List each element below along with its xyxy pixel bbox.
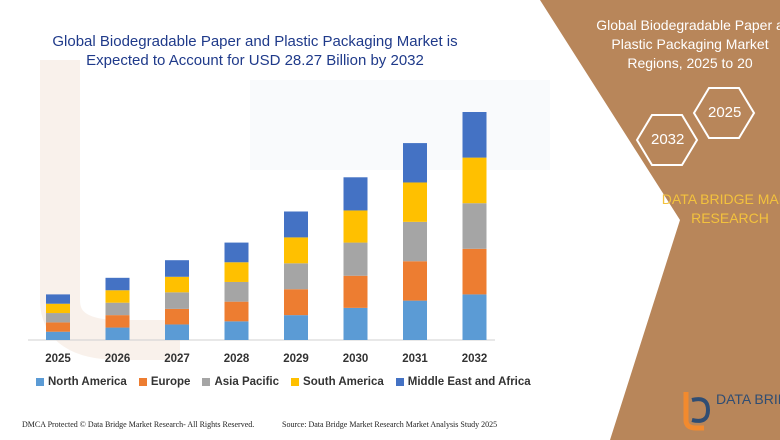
legend-item: Europe: [138, 376, 191, 388]
hex-label-2032: 2032: [651, 131, 685, 148]
legend-item: South America: [291, 376, 384, 388]
bar-segment: [462, 203, 487, 249]
bar-segment: [165, 324, 189, 340]
legend-label: Asia Pacific: [214, 376, 280, 388]
legend-swatch: [202, 378, 211, 386]
bar-segment: [46, 294, 70, 304]
bar-segment: [105, 277, 130, 291]
legend-label: Middle East and Africa: [407, 376, 531, 388]
bar-segment: [343, 210, 368, 243]
legend-swatch: [36, 378, 44, 386]
x-tick-label: 2025: [45, 353, 71, 365]
x-tick-label: 2029: [283, 353, 309, 365]
bar-segment: [403, 221, 427, 262]
legend-label: Europe: [150, 376, 191, 388]
x-tick-label: 2028: [224, 353, 250, 365]
bar-segment: [224, 262, 249, 282]
legend-label: North America: [48, 376, 127, 388]
x-tick-label: 2031: [402, 353, 428, 365]
x-tick-label: 2030: [343, 353, 369, 365]
bar-segment: [343, 307, 368, 340]
bar-segment: [462, 157, 487, 204]
bar-segment: [165, 308, 189, 325]
bar-segment: [46, 313, 70, 323]
bar-segment: [46, 303, 70, 314]
bar-segment: [284, 315, 308, 340]
bar-segment: [165, 292, 189, 309]
side-panel-brand: DATA BRIDGE MARK RESEARCH: [640, 190, 780, 228]
legend-swatch: [291, 378, 300, 386]
bar-segment: [343, 242, 368, 276]
legend-swatch: [395, 378, 404, 386]
legend-label: South America: [303, 376, 384, 388]
side-panel-title-line: Plastic Packaging Market: [611, 36, 769, 52]
bar-segment: [343, 177, 368, 211]
bar-segment: [403, 261, 427, 301]
bar-segment: [224, 301, 249, 322]
hex-label-2025: 2025: [708, 104, 742, 121]
footer-dmca: DMCA Protected © Data Bridge Market Rese…: [22, 420, 255, 429]
brand-line: DATA BRIDGE MARK: [661, 191, 780, 207]
bar-segment: [403, 182, 427, 222]
brand-line: RESEARCH: [691, 210, 769, 226]
bar-segment: [462, 294, 487, 340]
logo-text: DATA BRID: [716, 391, 780, 407]
bar-segment: [105, 302, 130, 316]
side-panel-title-line: Global Biodegradable Paper a: [596, 17, 780, 33]
bar-segment: [403, 300, 427, 340]
bar-segment: [165, 276, 189, 293]
bar-segment: [284, 289, 308, 316]
bar-segment: [462, 248, 487, 295]
bar-segment: [46, 322, 70, 332]
legend-swatch: [138, 378, 147, 386]
side-panel-title: Global Biodegradable Paper a Plastic Pac…: [560, 16, 780, 73]
bar-segment: [165, 260, 189, 277]
bar-segment: [105, 327, 130, 340]
chart-title-line: Expected to Account for USD 28.27 Billio…: [86, 52, 424, 69]
bar-segment: [224, 242, 249, 263]
bar-segment: [46, 331, 70, 340]
footer-source: Source: Data Bridge Market Research Mark…: [282, 420, 498, 429]
bar-segment: [224, 281, 249, 302]
bar-segment: [284, 237, 308, 264]
legend-item: Middle East and Africa: [395, 376, 531, 388]
bar-segment: [224, 321, 249, 340]
bar-segment: [403, 143, 427, 183]
legend-item: Asia Pacific: [202, 376, 279, 388]
side-panel-title-line: Regions, 2025 to 20: [627, 55, 753, 71]
bar-segment: [105, 315, 130, 328]
bar-segment: [284, 211, 308, 238]
chart-title: Global Biodegradable Paper and Plastic P…: [20, 32, 490, 70]
bar-segment: [105, 290, 130, 303]
chart-title-line: Global Biodegradable Paper and Plastic P…: [52, 33, 458, 50]
x-tick-label: 2026: [105, 353, 131, 365]
bar-segment: [284, 263, 308, 290]
x-tick-label: 2027: [164, 353, 190, 365]
chart-legend: North America Europe Asia Pacific South Ame…: [36, 376, 531, 388]
x-tick-label: 2032: [462, 353, 488, 365]
bar-segment: [462, 112, 487, 158]
bar-segment: [343, 275, 368, 308]
legend-item: North America: [36, 376, 127, 388]
